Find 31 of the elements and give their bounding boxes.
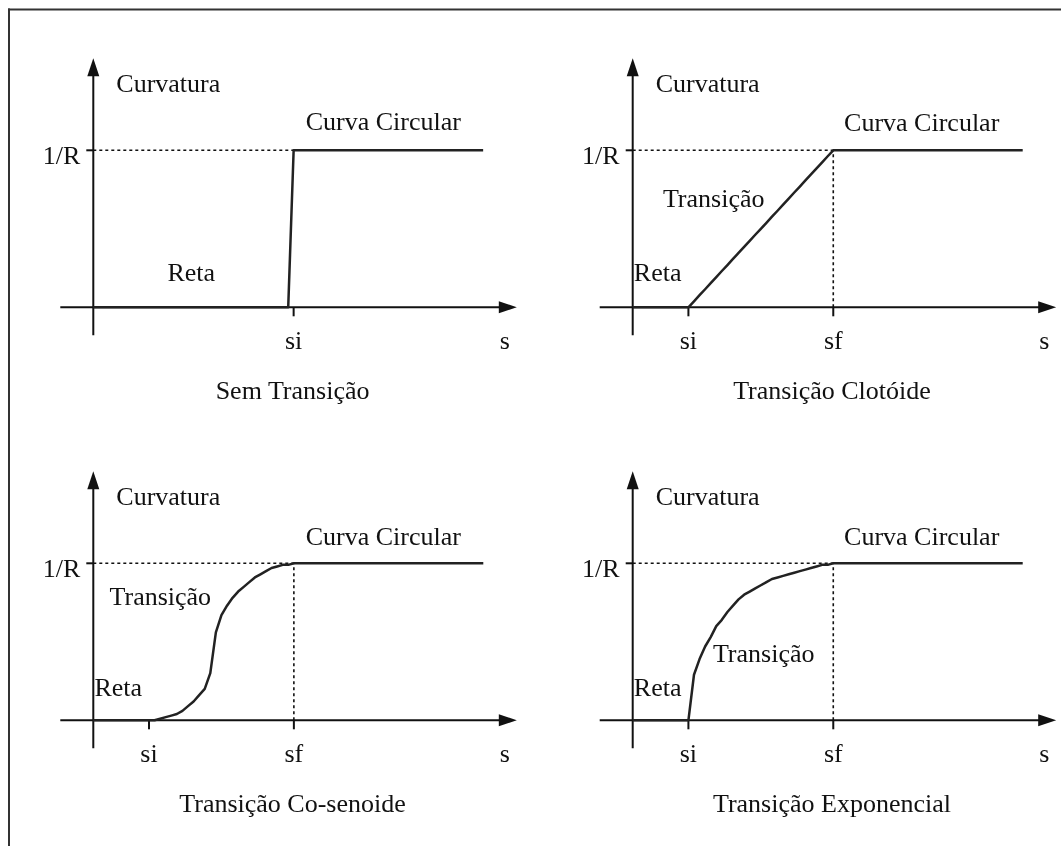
x-tick-label: si [679,325,698,355]
annotation: Transição [109,581,212,611]
text: Curva Circular [305,106,462,136]
x-tick-label: si [140,738,158,768]
text: Transição Co-senoide [179,788,406,818]
y-axis-title: Curvatura [116,481,221,511]
y-axis-title: Curvatura [655,68,761,98]
text: Sem Transição [215,375,370,405]
text: Curva Circular [305,521,462,551]
x-tick-label: sf [823,325,843,355]
annotation: Reta [94,672,143,702]
x-tick-label: s [499,325,510,355]
text: Curva Circular [844,107,1000,137]
text: Curva Circular [844,521,1000,551]
y-axis-title: Curvatura [655,481,761,511]
annotation: Transição [662,183,765,213]
ref-line-label: 1/R [582,553,621,583]
annotation: Reta [633,672,682,702]
y-axis-title: Curvatura [116,68,221,98]
text: Transição Clotóide [733,375,931,405]
annotation: Transição [712,638,815,668]
annotation: Reta [167,257,216,287]
x-tick-label: sf [284,738,304,768]
x-tick-label: si [284,325,303,355]
annotation: Reta [633,257,682,287]
x-tick-label: si [679,738,698,768]
ref-line-label: 1/R [582,140,621,170]
text: Transição Exponencial [712,788,951,818]
ref-line-label: 1/R [42,553,81,583]
ref-line-label: 1/R [42,140,81,170]
x-tick-label: sf [823,738,843,768]
